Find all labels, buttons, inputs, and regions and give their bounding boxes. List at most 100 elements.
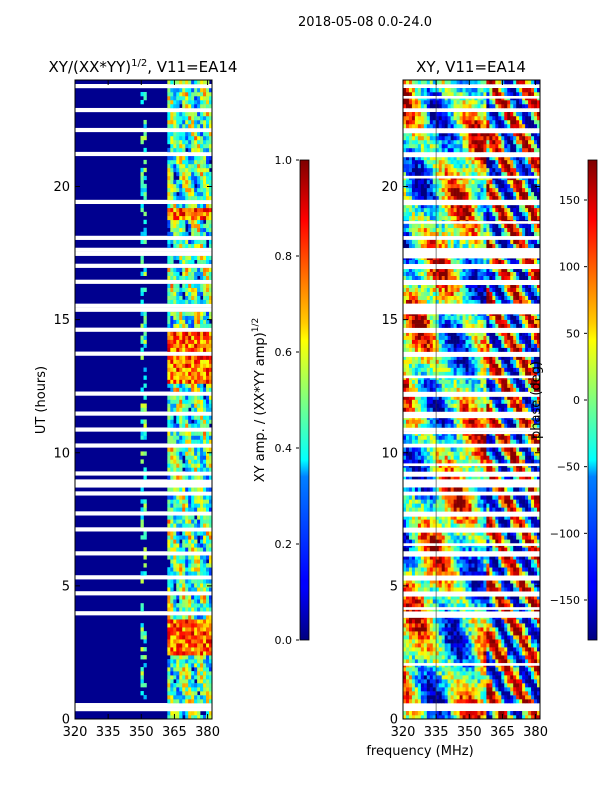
amplitude-cell xyxy=(170,567,174,572)
phase-cell xyxy=(429,447,434,452)
amplitude-cell xyxy=(191,631,195,636)
amplitude-x-tick-label: 380 xyxy=(195,725,220,740)
amplitude-cell xyxy=(188,175,192,181)
phase-cell xyxy=(465,675,469,680)
amplitude-cell xyxy=(167,487,171,492)
phase-cell xyxy=(528,675,532,680)
phase-cell xyxy=(405,571,410,576)
phase-cell xyxy=(504,547,508,552)
phase-cell xyxy=(498,435,502,440)
phase-cell xyxy=(429,451,434,456)
amplitude-cell xyxy=(185,583,189,588)
figure-suptitle: 2018-05-08 0.0-24.0 xyxy=(298,15,432,30)
amplitude-cell xyxy=(206,587,210,592)
phase-cell xyxy=(447,435,451,440)
phase-cell xyxy=(492,631,496,636)
phase-cell xyxy=(513,535,517,540)
amplitude-cell xyxy=(209,295,212,300)
phase-cell xyxy=(504,655,508,660)
amplitude-cell xyxy=(203,579,207,584)
phase-cell xyxy=(429,459,434,464)
phase-cell xyxy=(522,683,526,688)
phase-cell xyxy=(477,519,481,524)
phase-cell xyxy=(456,571,460,576)
amplitude-cell xyxy=(209,635,212,640)
amplitude-cell xyxy=(206,435,210,440)
phase-cell xyxy=(408,651,413,656)
phase-cell xyxy=(498,679,502,684)
amplitude-cell xyxy=(191,267,195,272)
phase-cell xyxy=(513,407,517,412)
phase-cell xyxy=(447,671,451,676)
amplitude-cell xyxy=(206,687,210,692)
phase-cell xyxy=(495,423,499,428)
phase-cell xyxy=(429,531,434,536)
amplitude-cell xyxy=(209,515,212,520)
phase-cell xyxy=(441,675,445,680)
phase-cell xyxy=(471,563,475,568)
amplitude-cell xyxy=(191,367,195,372)
amplitude-cell xyxy=(140,431,144,436)
phase-cell xyxy=(450,407,454,412)
phase-cell xyxy=(403,563,407,568)
phase-cell xyxy=(537,439,540,444)
phase-cell xyxy=(510,495,514,500)
phase-cell xyxy=(489,635,493,640)
phase-cell xyxy=(492,531,496,536)
amplitude-cell xyxy=(182,439,186,444)
phase-cell xyxy=(435,447,440,452)
amplitude-cell xyxy=(173,595,177,600)
phase-cell xyxy=(423,683,428,688)
phase-cell xyxy=(444,523,448,528)
amplitude-cell xyxy=(176,583,180,588)
amplitude-cell xyxy=(167,395,171,400)
phase-cell xyxy=(429,643,434,648)
amplitude-cell xyxy=(143,571,147,576)
amplitude-cell xyxy=(209,355,212,360)
amplitude-cell xyxy=(182,335,186,340)
phase-cell xyxy=(432,627,437,632)
amplitude-cell xyxy=(188,631,192,636)
amplitude-cell xyxy=(143,655,147,660)
phase-cell xyxy=(537,459,540,464)
amplitude-cell xyxy=(143,339,147,344)
amplitude-cell xyxy=(203,103,207,109)
amplitude-cell xyxy=(209,111,212,117)
phase-cell xyxy=(438,447,443,452)
phase-cell xyxy=(489,435,493,440)
amplitude-cell xyxy=(182,131,186,137)
phase-cell xyxy=(438,655,443,660)
amplitude-cell xyxy=(209,387,212,392)
amplitude-cell xyxy=(200,539,204,544)
phase-cell xyxy=(483,643,487,648)
phase-cell xyxy=(501,475,505,480)
phase-cell xyxy=(459,439,463,444)
phase-cell xyxy=(420,643,425,648)
amplitude-cell xyxy=(194,439,198,444)
amplitude-cell xyxy=(197,215,201,221)
amplitude-cell xyxy=(173,439,177,444)
amplitude-cell xyxy=(167,171,171,177)
amplitude-cell xyxy=(191,383,195,388)
amplitude-cell xyxy=(191,663,195,668)
amplitude-cell xyxy=(191,183,195,189)
phase-cell xyxy=(438,555,443,560)
phase-cell xyxy=(534,507,538,512)
amplitude-cell xyxy=(197,80,201,85)
phase-cell xyxy=(471,595,475,600)
phase-cell xyxy=(459,503,463,508)
amplitude-cell xyxy=(167,467,171,472)
amplitude-y-tick-label: 10 xyxy=(53,446,70,461)
phase-cell xyxy=(453,711,457,716)
phase-cell xyxy=(522,555,526,560)
amplitude-cell xyxy=(143,195,147,201)
amplitude-cell xyxy=(179,495,183,500)
phase-cell xyxy=(528,627,532,632)
phase-cell xyxy=(477,539,481,544)
phase-cell xyxy=(423,563,428,568)
phase-cell xyxy=(507,647,511,652)
phase-cell xyxy=(450,423,454,428)
amplitude-cell xyxy=(197,315,201,320)
phase-cell xyxy=(504,559,508,564)
amplitude-cell xyxy=(167,623,171,628)
